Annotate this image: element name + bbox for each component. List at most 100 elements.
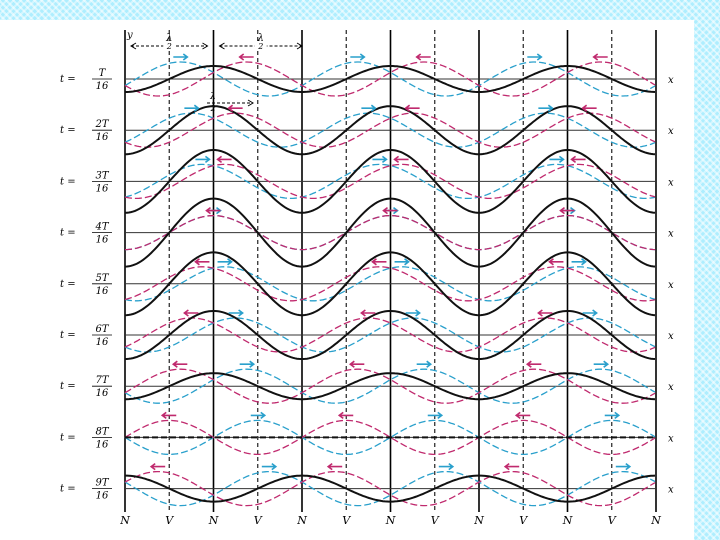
- lambda-numerator: λ: [257, 33, 264, 44]
- lambda-denominator: 2: [257, 42, 263, 51]
- x-axis-label: x: [668, 177, 674, 188]
- x-axis-label: x: [668, 75, 674, 86]
- time-prefix: t =: [60, 228, 76, 239]
- propagation-arrow-left: [171, 360, 188, 368]
- propagation-arrow-right: [228, 309, 244, 317]
- propagation-arrow-right: [538, 104, 554, 112]
- resultant-wave: [125, 65, 656, 93]
- time-prefix: t =: [60, 125, 76, 136]
- x-axis-label: x: [668, 126, 674, 137]
- propagation-arrow-left: [592, 53, 608, 61]
- propagation-arrow-left: [348, 360, 365, 368]
- lambda-numerator: λ: [165, 33, 172, 44]
- propagation-arrow-left: [194, 258, 210, 266]
- time-label: t = 2T 16: [60, 119, 112, 143]
- antinode-label: V: [342, 514, 351, 527]
- reflected-wave: [124, 266, 656, 302]
- reflected-wave: [124, 61, 656, 97]
- time-denominator: 16: [96, 235, 109, 246]
- wave-row: x: [124, 53, 674, 97]
- propagation-arrow-left: [337, 411, 354, 420]
- time-numerator: 4T: [94, 222, 109, 233]
- wave-row: x: [124, 104, 674, 156]
- antinode-label: V: [519, 514, 528, 527]
- node-label: N: [208, 514, 219, 527]
- propagation-arrow-left: [503, 462, 520, 471]
- resultant-wave: [125, 105, 656, 156]
- propagation-arrow-right: [184, 104, 200, 112]
- propagation-arrow-left: [415, 53, 431, 61]
- time-label: t = T 16: [60, 68, 112, 92]
- lambda-denominator: 2: [209, 104, 215, 113]
- propagation-arrow-left: [238, 53, 254, 61]
- x-axis-label: x: [668, 382, 674, 393]
- fraction-gap: [254, 44, 267, 48]
- wave-row: x: [124, 149, 674, 214]
- propagation-arrow-left: [326, 462, 343, 471]
- wave-row: x: [124, 197, 674, 268]
- time-numerator: 2T: [94, 119, 109, 130]
- antinode-label: V: [254, 514, 263, 527]
- resultant-wave: [124, 149, 656, 214]
- time-prefix: t =: [60, 484, 76, 495]
- propagation-arrow-left: [537, 309, 553, 317]
- propagation-arrow-right: [438, 462, 455, 471]
- time-label: t = 4T 16: [60, 222, 112, 246]
- node-label: N: [562, 514, 573, 527]
- propagation-arrow-right: [549, 155, 565, 164]
- antinode-label: V: [431, 514, 440, 527]
- time-prefix: t =: [60, 432, 76, 443]
- time-numerator: 6T: [95, 324, 109, 335]
- propagation-arrow-right: [571, 258, 587, 266]
- x-axis-label: x: [668, 433, 674, 444]
- time-denominator: 16: [96, 286, 109, 297]
- propagation-arrow-right: [372, 155, 388, 164]
- propagation-arrow-left: [360, 309, 376, 317]
- resultant-wave: [125, 372, 656, 401]
- time-numerator: 3T: [95, 170, 109, 181]
- propagation-arrow-left: [393, 155, 409, 164]
- wave-row: x: [124, 251, 674, 317]
- propagation-arrow-left: [371, 258, 387, 266]
- reflected-wave: [125, 214, 656, 251]
- reflected-wave: [124, 419, 656, 456]
- propagation-arrow-right: [261, 462, 278, 471]
- time-denominator: 16: [96, 132, 109, 143]
- propagation-arrow-right: [593, 360, 610, 368]
- x-axis-label: x: [668, 280, 674, 291]
- propagation-arrow-left: [525, 360, 542, 368]
- x-axis-label: x: [668, 229, 674, 240]
- wave-row: x: [124, 462, 674, 507]
- time-label: t = 5T 16: [60, 273, 112, 297]
- time-numerator: T: [99, 68, 107, 79]
- node-label: N: [473, 514, 484, 527]
- antinode-label: V: [165, 514, 174, 527]
- arrowhead-right: [296, 42, 303, 50]
- time-prefix: t =: [60, 74, 76, 85]
- time-numerator: 8T: [95, 426, 109, 437]
- time-denominator: 16: [96, 439, 109, 450]
- propagation-arrow-right: [394, 258, 410, 266]
- node-label: N: [296, 514, 307, 527]
- time-numerator: 7T: [95, 375, 109, 386]
- propagation-arrow-right: [361, 104, 377, 112]
- time-denominator: 16: [96, 491, 109, 502]
- propagation-arrow-right: [239, 360, 256, 368]
- time-numerator: 9T: [95, 478, 109, 489]
- y-axis-label: y: [126, 30, 133, 41]
- propagation-arrow-right: [582, 309, 598, 317]
- propagation-arrow-right: [173, 53, 189, 61]
- arrowhead-left: [218, 42, 225, 50]
- propagation-arrow-right: [416, 360, 433, 368]
- reflected-wave: [124, 112, 656, 148]
- propagation-arrow-right: [527, 53, 543, 61]
- arrowhead-right: [247, 99, 254, 107]
- propagation-arrow-left: [404, 104, 420, 112]
- time-denominator: 16: [96, 81, 109, 92]
- x-axis-label: x: [668, 331, 674, 342]
- x-axis-label: x: [668, 485, 674, 496]
- grid-lines: [124, 30, 657, 512]
- time-prefix: t =: [60, 381, 76, 392]
